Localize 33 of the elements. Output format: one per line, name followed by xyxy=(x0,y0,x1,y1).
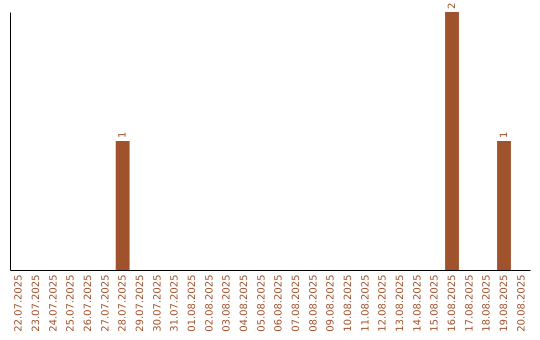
x-tick-label: 08.08.2025 xyxy=(308,274,320,332)
x-tick-label: 28.07.2025 xyxy=(118,274,129,332)
x-tick-label: 01.08.2025 xyxy=(187,274,198,332)
x-tick-label: 26.07.2025 xyxy=(83,274,94,332)
data-label: 2 xyxy=(447,2,458,9)
data-label: 1 xyxy=(499,132,510,138)
x-tick-label: 10.08.2025 xyxy=(343,274,354,332)
x-tick-label: 16.08.2025 xyxy=(447,274,458,332)
x-tick-label: 29.07.2025 xyxy=(135,274,146,332)
x-tick-label: 17.08.2025 xyxy=(464,274,476,332)
x-tick-label: 25.07.2025 xyxy=(66,274,77,332)
x-tick-label: 12.08.2025 xyxy=(378,274,389,332)
x-tick-label: 31.07.2025 xyxy=(170,274,181,332)
x-tick-label: 23.07.2025 xyxy=(31,274,42,332)
x-tick-label: 06.08.2025 xyxy=(274,274,285,332)
x-tick-label: 02.08.2025 xyxy=(204,274,216,332)
x-tick-label: 19.08.2025 xyxy=(499,274,510,332)
data-label: 1 xyxy=(118,132,129,138)
x-tick-label: 27.07.2025 xyxy=(100,274,112,332)
x-tick-label: 14.08.2025 xyxy=(412,274,424,332)
x-tick-label: 11.08.2025 xyxy=(360,274,372,332)
x-tick-label: 04.08.2025 xyxy=(239,274,250,332)
x-tick-label: 09.08.2025 xyxy=(326,274,337,332)
x-tick-label: 15.08.2025 xyxy=(430,274,441,332)
x-tick-label: 30.07.2025 xyxy=(152,274,164,332)
x-tick-label: 18.08.2025 xyxy=(482,274,493,332)
x-tick-label: 24.07.2025 xyxy=(48,274,60,332)
x-tick-label: 20.08.2025 xyxy=(516,274,528,332)
x-tick-label: 22.07.2025 xyxy=(14,274,25,332)
x-tick-label: 07.08.2025 xyxy=(291,274,302,332)
x-tick-label: 13.08.2025 xyxy=(395,274,406,332)
x-tick-label: 03.08.2025 xyxy=(222,274,233,332)
x-tick-label: 05.08.2025 xyxy=(256,274,268,332)
